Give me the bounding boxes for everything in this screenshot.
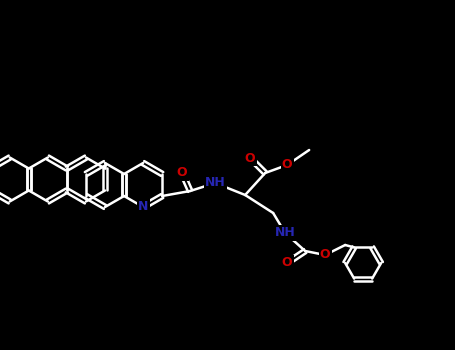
Text: O: O bbox=[320, 248, 330, 261]
Text: NH: NH bbox=[275, 226, 296, 239]
Text: O: O bbox=[245, 152, 255, 164]
Text: O: O bbox=[282, 159, 293, 172]
Text: O: O bbox=[282, 257, 293, 270]
Text: O: O bbox=[177, 167, 187, 180]
Text: NH: NH bbox=[205, 176, 226, 189]
Text: N: N bbox=[138, 201, 148, 214]
